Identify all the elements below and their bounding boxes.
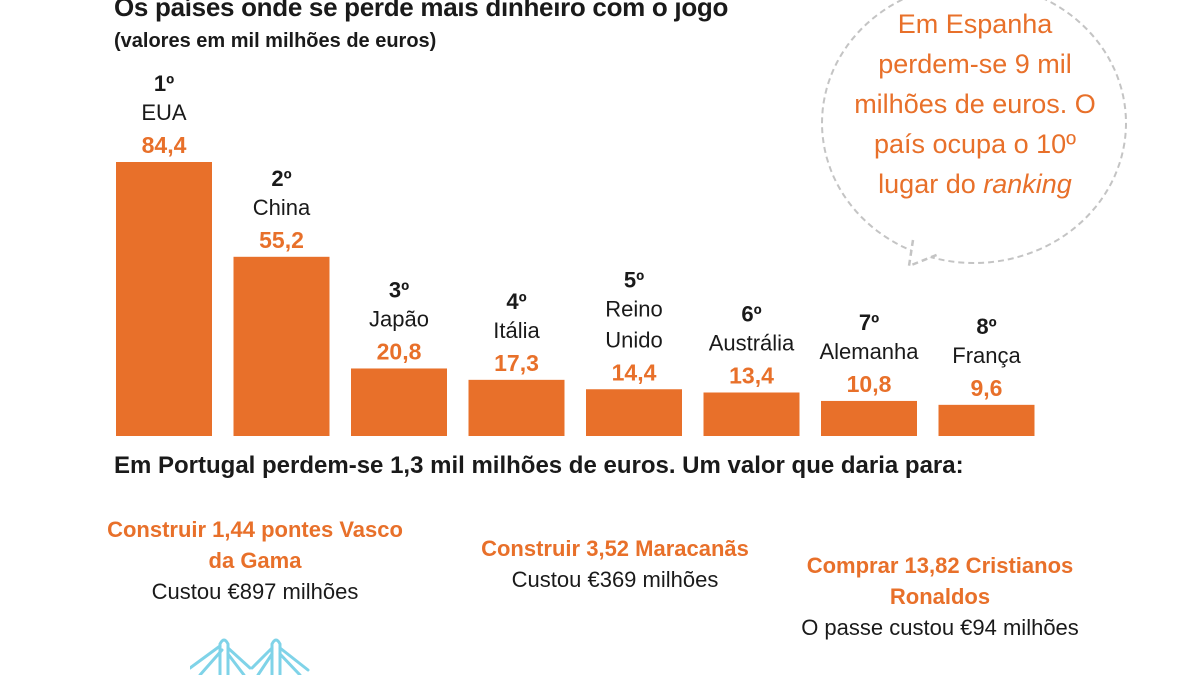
bar	[938, 404, 1035, 436]
bar	[351, 368, 447, 436]
rank-label: 8º	[976, 314, 996, 339]
spain-callout-circle	[821, 0, 1127, 264]
callout-emphasis: ranking	[983, 169, 1072, 199]
comparison-description: Custou €897 milhões	[151, 579, 359, 604]
comparison-bridge: Construir 1,44 pontes Vasco da Gama Cust…	[100, 514, 410, 607]
bar-chart: 84,4 EUA 1º 55,2 China 2º 20,8 Japão 3º 17,3 Itáli…	[116, 71, 1035, 436]
bar-value-label: 55,2	[259, 227, 304, 253]
bar	[468, 379, 565, 436]
country-label: EUA	[141, 100, 187, 125]
bar	[703, 392, 800, 436]
bar	[821, 400, 917, 436]
rank-label: 4º	[506, 289, 526, 314]
callout-tail-icon	[907, 239, 940, 268]
bar-value-label: 17,3	[494, 350, 539, 376]
country-label: Alemanha	[819, 339, 919, 364]
country-label: Reino	[605, 296, 662, 321]
bar	[233, 256, 330, 436]
country-label: Unido	[605, 327, 662, 352]
bar-value-label: 13,4	[729, 362, 774, 388]
chart-subtitle: (valores em mil milhões de euros)	[114, 30, 437, 52]
comparison-description: O passe custou €94 milhões	[801, 615, 1079, 640]
bar-value-label: 84,4	[142, 132, 187, 158]
spain-callout-text: Em Espanha perdem-se 9 mil milhões de eu…	[845, 4, 1105, 204]
rank-label: 1º	[154, 71, 174, 96]
bar	[586, 389, 682, 436]
bar-value-label: 14,4	[612, 359, 657, 385]
bar-value-label: 9,6	[971, 375, 1003, 401]
bar-value-label: 20,8	[377, 338, 422, 364]
rank-label: 3º	[389, 277, 409, 302]
bridge-icon	[190, 638, 310, 675]
rank-label: 6º	[741, 301, 761, 326]
portugal-statement: Em Portugal perdem-se 1,3 mil milhões de…	[114, 452, 964, 479]
country-label: Austrália	[709, 330, 795, 355]
country-label: China	[253, 195, 311, 220]
bar	[116, 162, 212, 436]
comparison-title: Comprar 13,82 Cristianos Ronaldos	[806, 553, 1074, 609]
country-label: Itália	[493, 318, 540, 343]
comparison-description: Custou €369 milhões	[511, 567, 719, 592]
rank-label: 7º	[859, 310, 879, 335]
rank-label: 5º	[624, 267, 644, 292]
comparison-title: Construir 1,44 pontes Vasco da Gama	[107, 517, 403, 573]
country-label: França	[952, 343, 1021, 368]
callout-body: Em Espanha perdem-se 9 mil milhões de eu…	[854, 9, 1096, 199]
comparison-player: Comprar 13,82 Cristianos Ronaldos O pass…	[800, 550, 1080, 643]
rank-label: 2º	[271, 166, 291, 191]
comparison-stadium: Construir 3,52 Maracanãs Custou €369 mil…	[480, 533, 750, 595]
country-label: Japão	[369, 306, 429, 331]
bar-value-label: 10,8	[847, 371, 892, 397]
chart-title: Os países onde se perde mais dinheiro co…	[114, 0, 729, 22]
comparison-title: Construir 3,52 Maracanãs	[481, 536, 749, 561]
